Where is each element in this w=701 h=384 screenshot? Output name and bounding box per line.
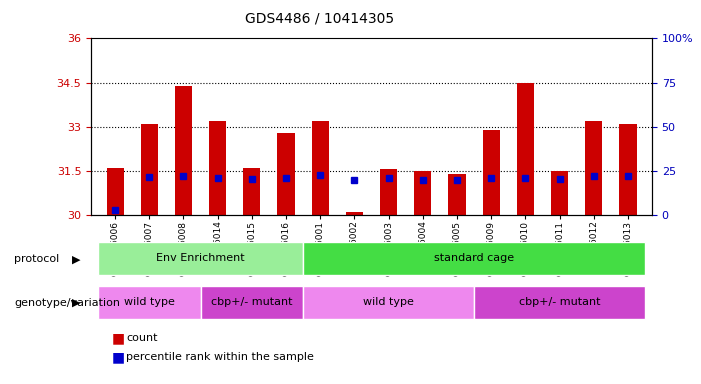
FancyBboxPatch shape <box>98 242 303 275</box>
Text: standard cage: standard cage <box>434 253 514 263</box>
Bar <box>312 121 329 215</box>
FancyBboxPatch shape <box>200 286 303 319</box>
Text: cbp+/- mutant: cbp+/- mutant <box>519 297 600 308</box>
FancyBboxPatch shape <box>303 242 645 275</box>
Text: GDS4486 / 10414305: GDS4486 / 10414305 <box>245 12 395 25</box>
Text: wild type: wild type <box>363 297 414 308</box>
Text: wild type: wild type <box>124 297 175 308</box>
Bar <box>517 83 534 215</box>
Text: genotype/variation: genotype/variation <box>14 298 120 308</box>
Bar <box>380 169 397 215</box>
FancyBboxPatch shape <box>98 286 200 319</box>
Bar <box>449 174 465 215</box>
Bar <box>175 86 192 215</box>
Bar <box>483 130 500 215</box>
Bar <box>209 121 226 215</box>
Bar <box>141 124 158 215</box>
Bar <box>243 168 260 215</box>
Bar <box>346 212 363 215</box>
Text: ▶: ▶ <box>72 298 81 308</box>
Text: ▶: ▶ <box>72 254 81 264</box>
Text: Env Enrichment: Env Enrichment <box>156 253 245 263</box>
FancyBboxPatch shape <box>303 286 474 319</box>
Bar <box>414 171 431 215</box>
Text: cbp+/- mutant: cbp+/- mutant <box>211 297 292 308</box>
FancyBboxPatch shape <box>474 286 645 319</box>
Text: count: count <box>126 333 158 343</box>
Text: percentile rank within the sample: percentile rank within the sample <box>126 352 314 362</box>
Bar <box>278 132 294 215</box>
Bar <box>107 168 123 215</box>
Bar <box>551 171 568 215</box>
Bar <box>620 124 637 215</box>
Text: ■: ■ <box>112 350 125 364</box>
Bar <box>585 121 602 215</box>
Text: ■: ■ <box>112 331 125 345</box>
Text: protocol: protocol <box>14 254 60 264</box>
